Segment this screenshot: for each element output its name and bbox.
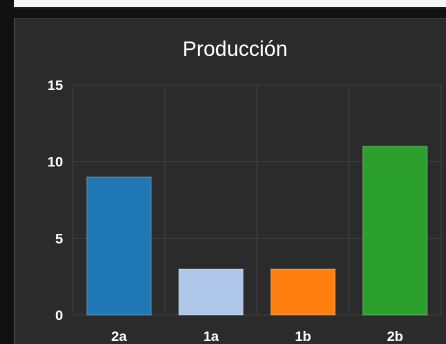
chart-title: Producción xyxy=(182,38,287,61)
y-tick-label-15: 15 xyxy=(47,77,63,93)
x-tick-label-1b: 1b xyxy=(295,328,311,344)
x-tick-label-1a: 1a xyxy=(203,328,219,344)
chart-panel: Producción 0 5 10 15 2a 1a 1b 2b xyxy=(14,18,446,344)
production-bar-chart: Producción 0 5 10 15 2a 1a 1b 2b xyxy=(47,38,442,344)
x-tick-label-2b: 2b xyxy=(387,328,403,344)
x-axis-ticks: 2a 1a 1b 2b xyxy=(111,328,403,344)
y-tick-label-0: 0 xyxy=(55,307,63,323)
bar-1a[interactable] xyxy=(178,268,244,316)
y-axis-ticks: 0 5 10 15 xyxy=(47,77,63,323)
bars xyxy=(86,145,428,316)
y-tick-label-5: 5 xyxy=(55,230,63,246)
x-tick-label-2a: 2a xyxy=(111,328,127,344)
bar-2a[interactable] xyxy=(86,176,152,316)
y-tick-label-10: 10 xyxy=(47,154,63,170)
bar-1b[interactable] xyxy=(270,268,336,316)
top-panel-edge xyxy=(14,0,446,9)
bar-2b[interactable] xyxy=(362,145,428,316)
